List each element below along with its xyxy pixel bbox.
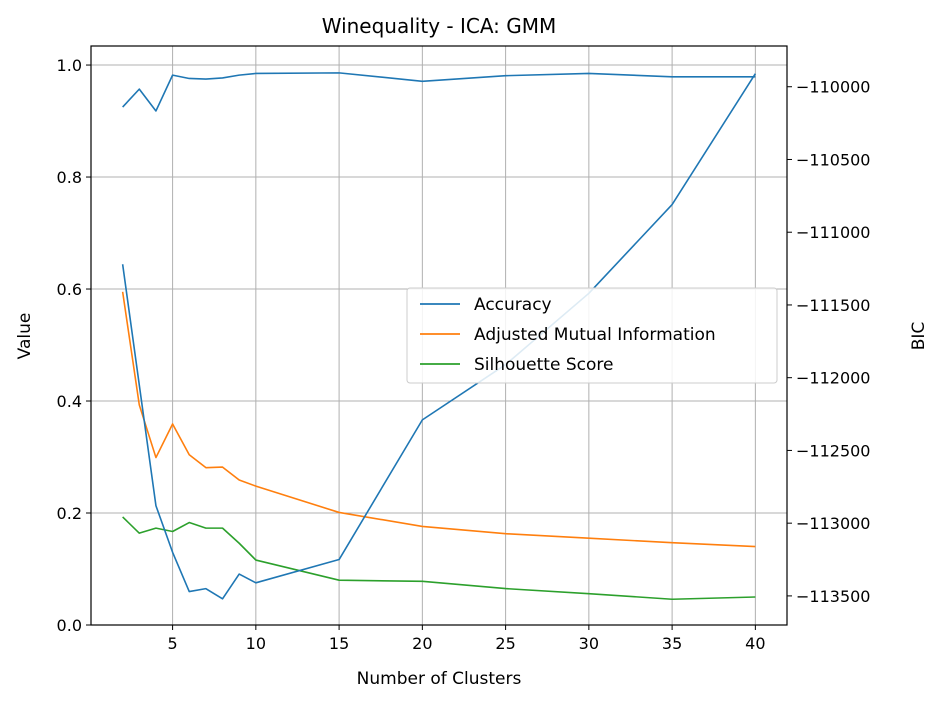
y2-axis-title: BIC	[909, 322, 929, 351]
y-tick-label: 1.0	[57, 56, 82, 75]
y-tick-label: 0.0	[57, 616, 82, 635]
x-axis-title: Number of Clusters	[357, 669, 522, 689]
y2-tick-label: −111000	[796, 223, 870, 242]
x-tick-label: 20	[412, 634, 432, 653]
y-axis-right: −110000 −110500 −111000 −111500 −112000 −1125…	[787, 78, 870, 606]
x-tick-label: 10	[246, 634, 266, 653]
x-tick-label: 25	[495, 634, 515, 653]
x-tick-label: 15	[329, 634, 349, 653]
x-tick-label: 5	[167, 634, 177, 653]
y-tick-label: 0.8	[57, 168, 82, 187]
x-tick-label: 30	[579, 634, 599, 653]
x-tick-label: 40	[745, 634, 765, 653]
x-axis: 5 10 15 20 25 30 35 40	[167, 625, 766, 653]
y-axis-title: Value	[15, 313, 35, 360]
y-tick-label: 0.4	[57, 392, 82, 411]
plot-frame	[90, 45, 788, 626]
y-tick-label: 0.6	[57, 280, 82, 299]
y2-tick-label: −113000	[796, 514, 870, 533]
chart-title: Winequality - ICA: GMM	[322, 14, 557, 38]
y2-tick-label: −110500	[796, 150, 870, 169]
legend-label-ami: Adjusted Mutual Information	[474, 325, 716, 345]
y2-tick-label: −112000	[796, 369, 870, 388]
x-tick-label: 35	[662, 634, 682, 653]
series-silhouette-score-line	[122, 516, 756, 601]
legend-label-accuracy: Accuracy	[474, 295, 552, 315]
y2-tick-label: −111500	[796, 296, 870, 315]
legend-label-silhouette: Silhouette Score	[474, 355, 613, 375]
y2-tick-label: −110000	[796, 78, 870, 97]
legend: Accuracy Adjusted Mutual Information Sil…	[406, 287, 778, 384]
series-adjusted-mutual-information-line	[121, 291, 756, 548]
series-accuracy-line	[122, 72, 756, 112]
y-tick-label: 0.2	[57, 504, 82, 523]
legend-box	[406, 287, 778, 384]
y-axis-left: 0.0 0.2 0.4 0.6 0.8 1.0	[57, 56, 91, 635]
y2-tick-label: −112500	[796, 441, 870, 460]
y2-tick-label: −113500	[796, 587, 870, 606]
